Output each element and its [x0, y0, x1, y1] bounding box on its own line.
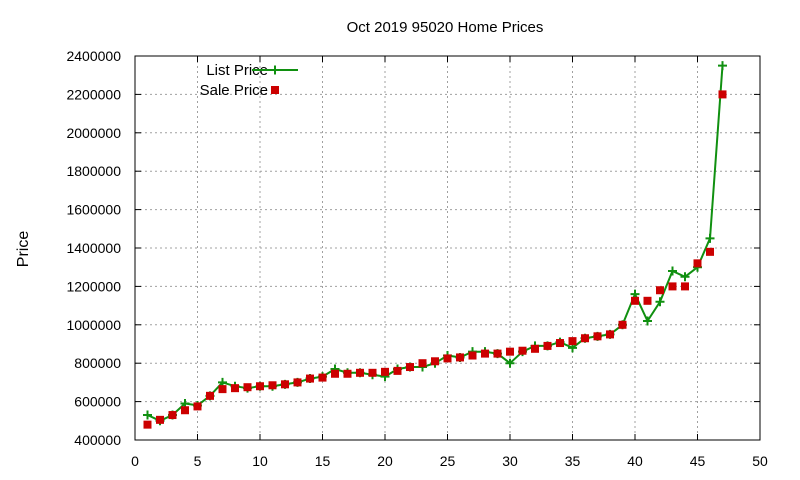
data-point — [643, 316, 652, 326]
data-point — [505, 358, 515, 368]
data-point — [693, 259, 702, 268]
data-point — [543, 341, 552, 350]
data-point — [456, 353, 464, 362]
data-point — [243, 383, 252, 392]
series-sale-price — [143, 90, 727, 429]
data-point — [568, 337, 577, 346]
x-tick-label: 30 — [502, 453, 518, 469]
legend-marker — [271, 86, 279, 94]
data-point — [156, 415, 164, 424]
data-point — [718, 61, 727, 71]
data-point — [431, 357, 439, 366]
data-point — [518, 346, 527, 355]
data-point — [381, 367, 389, 376]
data-point — [193, 402, 202, 411]
data-point — [531, 344, 539, 353]
data-point — [143, 420, 152, 429]
data-point — [206, 391, 214, 400]
data-point — [218, 385, 227, 394]
x-tick-label: 15 — [315, 453, 331, 469]
y-tick-label: 400000 — [74, 432, 121, 448]
x-tick-label: 35 — [565, 453, 581, 469]
data-point — [656, 286, 664, 295]
x-tick-label: 40 — [627, 453, 643, 469]
data-point — [481, 349, 489, 358]
data-point — [643, 296, 652, 305]
series-layer — [143, 61, 727, 429]
data-point — [705, 233, 715, 243]
axis-ticks: 0 5 10 15 20 25 30 35 40 45 50 400000 600000 800000 10… — [66, 48, 768, 469]
data-point — [706, 247, 714, 256]
data-point — [631, 296, 639, 305]
y-tick-label: 800000 — [74, 355, 121, 371]
x-tick-label: 50 — [752, 453, 768, 469]
y-tick-label: 2200000 — [66, 86, 121, 102]
y-tick-label: 2000000 — [66, 125, 121, 141]
x-tick-label: 45 — [690, 453, 706, 469]
y-tick-label: 600000 — [74, 394, 121, 410]
y-tick-label: 1600000 — [66, 202, 121, 218]
data-point — [368, 368, 377, 377]
data-point — [306, 374, 314, 383]
data-point — [168, 411, 177, 420]
plot-frame — [134, 55, 761, 441]
data-point — [343, 369, 352, 378]
data-point — [668, 282, 677, 291]
legend-marker — [270, 65, 280, 75]
y-tick-label: 1400000 — [66, 240, 121, 256]
data-point — [256, 382, 264, 391]
data-point — [281, 380, 289, 389]
data-point — [556, 339, 564, 348]
legend-label: List Price — [206, 62, 268, 79]
data-point — [668, 266, 677, 276]
data-point — [318, 373, 327, 382]
data-point — [618, 320, 627, 329]
y-axis-label: Price — [15, 231, 32, 268]
data-point — [506, 347, 514, 356]
data-point — [581, 334, 589, 343]
y-tick-label: 1200000 — [66, 278, 121, 294]
y-tick-label: 2400000 — [66, 48, 121, 64]
chart-title: Oct 2019 95020 Home Prices — [347, 19, 544, 36]
x-tick-label: 10 — [252, 453, 268, 469]
data-point — [268, 381, 277, 390]
data-point — [293, 378, 302, 387]
data-point — [393, 366, 402, 375]
data-point — [593, 332, 602, 341]
data-point — [181, 406, 189, 415]
data-point — [418, 359, 427, 368]
data-point — [406, 363, 414, 372]
x-tick-label: 5 — [194, 453, 202, 469]
data-point — [493, 349, 502, 358]
data-point — [681, 282, 689, 291]
data-point — [680, 272, 690, 282]
legend: List Price Sale Price — [200, 62, 298, 99]
grid — [135, 56, 760, 440]
series-list-price — [143, 61, 727, 426]
x-tick-label: 20 — [377, 453, 393, 469]
data-point — [443, 354, 452, 363]
data-point — [468, 351, 477, 360]
data-point — [718, 90, 727, 99]
data-point — [606, 330, 614, 339]
data-point — [356, 368, 364, 377]
y-tick-label: 1000000 — [66, 317, 121, 333]
data-point — [143, 410, 152, 420]
x-tick-label: 0 — [131, 453, 139, 469]
data-point — [655, 297, 665, 307]
data-point — [331, 369, 339, 378]
y-tick-label: 1800000 — [66, 163, 121, 179]
x-tick-label: 25 — [440, 453, 456, 469]
data-point — [231, 384, 239, 393]
legend-label: Sale Price — [200, 82, 268, 99]
